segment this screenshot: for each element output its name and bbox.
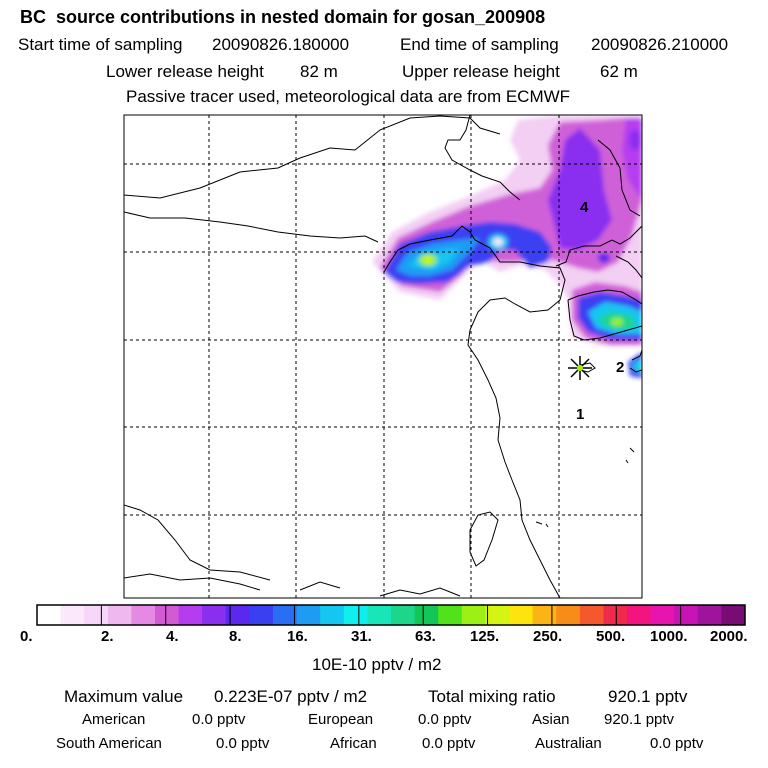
colorbar-segment	[674, 605, 699, 625]
start-time-label: Start time of sampling	[18, 35, 183, 54]
end-time-label: End time of sampling	[400, 35, 559, 54]
upper-release-value: 62 m	[600, 62, 638, 81]
source-value-american: 0.0 pptv	[192, 711, 246, 728]
colorbar-segment	[273, 605, 298, 625]
source-name-american: American	[82, 711, 146, 728]
max-value-label: Maximum value	[64, 687, 184, 706]
upper-release-label: Upper release height	[402, 62, 560, 81]
tracer-note: Passive tracer used, meteorological data…	[126, 87, 571, 106]
colorbar-segment	[155, 605, 180, 625]
end-time-value: 20090826.210000	[591, 35, 729, 54]
colorbar-tick: 1000.	[650, 628, 688, 645]
colorbar-segment	[556, 605, 581, 625]
start-time-value: 20090826.180000	[212, 35, 350, 54]
colorbar-tick: 4.	[166, 628, 179, 645]
source-name-asian: Asian	[532, 711, 570, 728]
max-value: 0.223E-07 pptv / m2	[214, 687, 368, 706]
colorbar-tick: 8.	[229, 628, 242, 645]
colorbar-segment	[178, 605, 203, 625]
source-name-south-american: South American	[56, 735, 162, 752]
total-mixing-label: Total mixing ratio	[428, 687, 556, 706]
colorbar-segment	[509, 605, 534, 625]
colorbar-tick: 31.	[351, 628, 372, 645]
marker-label-4: 4	[580, 199, 589, 216]
colorbar-tick: 2.	[101, 628, 114, 645]
colorbar-segment	[225, 605, 250, 625]
colorbar-segment	[84, 605, 109, 625]
colorbar-segment	[414, 605, 439, 625]
colorbar-segment	[131, 605, 156, 625]
colorbar-segment	[367, 605, 392, 625]
colorbar-segment	[296, 605, 321, 625]
source-name-african: African	[330, 735, 377, 752]
colorbar-tick: 250.	[533, 628, 563, 645]
plot-title: BC source contributions in nested domain…	[20, 7, 546, 27]
colorbar-segment	[343, 605, 368, 625]
colorbar-tick: 125.	[470, 628, 500, 645]
colorbar-segment	[461, 605, 486, 625]
total-mixing-value: 920.1 pptv	[608, 687, 688, 706]
colorbar-tick: 16.	[287, 628, 308, 645]
map-frame	[123, 114, 643, 599]
colorbar	[36, 604, 746, 626]
colorbar-tick: 2000.	[710, 628, 748, 645]
coastlines	[124, 115, 642, 598]
source-name-australian: Australian	[535, 735, 602, 752]
source-value-african: 0.0 pptv	[422, 735, 476, 752]
colorbar-segment	[721, 605, 746, 625]
colorbar-segment	[697, 605, 722, 625]
source-value-asian: 920.1 pptv	[604, 711, 675, 728]
source-name-european: European	[308, 711, 374, 728]
colorbar-segment	[107, 605, 132, 625]
colorbar-segment	[320, 605, 345, 625]
colorbar-segment	[650, 605, 675, 625]
marker-label-1: 1	[576, 406, 585, 423]
source-value-european: 0.0 pptv	[418, 711, 472, 728]
station-asterisk-icon	[568, 356, 592, 380]
colorbar-segment	[603, 605, 628, 625]
marker-label-2: 2	[616, 359, 625, 376]
colorbar-frame	[36, 604, 746, 626]
colorbar-segment	[249, 605, 274, 625]
plume-layer	[372, 115, 642, 378]
colorbar-tick: 500.	[596, 628, 626, 645]
colorbar-tick: 0.	[20, 628, 33, 645]
lower-release-label: Lower release height	[106, 62, 264, 81]
colorbar-segment	[627, 605, 652, 625]
colorbar-segment	[532, 605, 557, 625]
colorbar-segment	[579, 605, 604, 625]
source-value-south-american: 0.0 pptv	[216, 735, 270, 752]
colorbar-unit-label: 10E-10 pptv / m2	[312, 655, 442, 674]
lat-lon-grid	[124, 115, 642, 598]
colorbar-segment	[37, 605, 62, 625]
colorbar-segment	[391, 605, 416, 625]
colorbar-segment	[438, 605, 463, 625]
colorbar-segment	[202, 605, 227, 625]
colorbar-segment	[60, 605, 85, 625]
lower-release-value: 82 m	[300, 62, 338, 81]
source-value-australian: 0.0 pptv	[650, 735, 704, 752]
colorbar-tick: 63.	[415, 628, 436, 645]
colorbar-segment	[485, 605, 510, 625]
